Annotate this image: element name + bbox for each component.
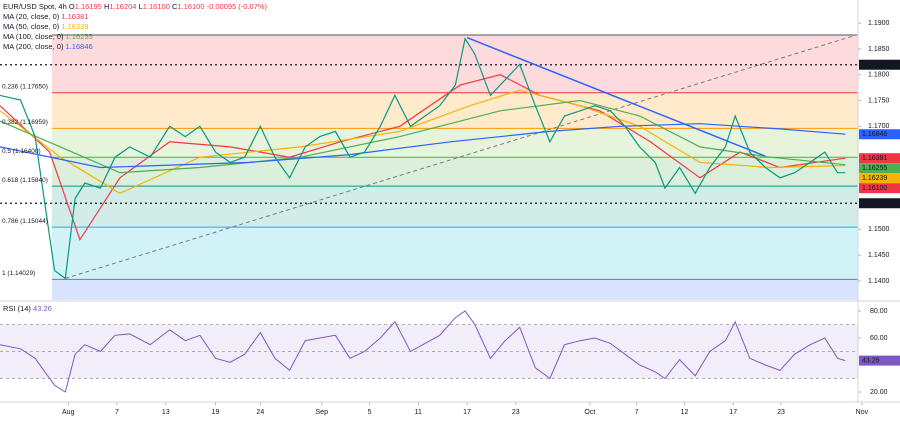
- x-tick-label: Sep: [316, 409, 329, 416]
- fib-band: [52, 279, 858, 300]
- x-tick-label: 23: [512, 409, 520, 416]
- price-tag: [859, 173, 900, 184]
- price-tag-label: 1.16846: [862, 131, 887, 138]
- fib-label: 0.786 (1.15044): [2, 218, 48, 225]
- legend-name: MA (50, close, 0): [3, 22, 60, 31]
- change: -0.00095 (-0.07%): [207, 2, 268, 11]
- price-tag: [859, 59, 900, 70]
- price-tag-label: 1.16255: [862, 165, 887, 172]
- ohlc-key: L: [139, 2, 143, 11]
- rsi-legend: RSI (14) 43.26: [3, 304, 52, 313]
- x-tick-label: 7: [635, 409, 639, 416]
- y-tick-label: 1.1500: [868, 226, 890, 233]
- fib-label: 0.236 (1.17650): [2, 83, 48, 90]
- ohlc-value: 1.16100: [143, 2, 170, 11]
- x-tick-label: Aug: [62, 409, 75, 416]
- legend-entry: MA (200, close, 0) 1.16846: [3, 42, 93, 51]
- fib-label: 1 (1.14029): [2, 270, 35, 277]
- legend-entry: MA (50, close, 0) 1.16239: [3, 22, 89, 31]
- legend-name: MA (20, close, 0): [3, 12, 60, 21]
- ohlc-key: H: [104, 2, 109, 11]
- x-tick-label: Oct: [584, 409, 595, 416]
- legend-value: 1.16239: [61, 22, 88, 31]
- y-tick-label: 1.1450: [868, 252, 890, 259]
- x-tick-label: 11: [415, 409, 422, 416]
- rsi-line: [0, 310, 846, 393]
- legend-entry: MA (20, close, 0) 1.16381: [3, 12, 89, 21]
- x-tick-label: 23: [777, 409, 785, 416]
- legend-entry: MA (100, close, 0) 1.16255: [3, 32, 93, 41]
- lines-layer: [0, 34, 859, 393]
- x-tick-label: 5: [368, 409, 372, 416]
- y-tick-label: 60.00: [870, 335, 888, 342]
- price-tag-label: 1.16381: [862, 155, 887, 162]
- y-tick-label: 80.00: [870, 308, 888, 315]
- fib-band: [52, 35, 858, 93]
- ohlc-value: 1.16195: [75, 2, 102, 11]
- ohlc-key: C: [172, 2, 178, 11]
- price-tag-label: 43.26: [862, 357, 880, 364]
- x-tick-label: 7: [115, 409, 119, 416]
- moving-average: [0, 89, 846, 194]
- x-tick-label: 17: [463, 409, 471, 416]
- trendline: [65, 34, 859, 279]
- price-line: [0, 37, 846, 280]
- y-tick-label: 1.1850: [868, 46, 890, 53]
- x-tick-label: 13: [162, 409, 170, 416]
- rsi-value: 43.26: [33, 304, 52, 313]
- fib-label: 0.5 (1.16400): [2, 148, 41, 155]
- x-tick-label: 19: [212, 409, 220, 416]
- fib-label: 0.382 (1.16959): [2, 119, 48, 126]
- price-tag: [859, 198, 900, 209]
- price-tag: [859, 129, 900, 140]
- y-tick-label: 1.1750: [868, 97, 890, 104]
- price-tag-label: 1.16239: [862, 175, 887, 182]
- fib-band: [52, 186, 858, 228]
- y-tick-label: 1.1800: [868, 72, 890, 79]
- x-tick-label: 12: [681, 409, 689, 416]
- price-tag-label: 1.15507: [862, 200, 887, 207]
- y-tick-label: 20.00: [870, 389, 888, 396]
- fib-label: 0.618 (1.15840): [2, 177, 48, 184]
- fib-layer: [0, 34, 858, 379]
- legend-value: 1.16846: [66, 42, 93, 51]
- x-tick-label: 24: [256, 409, 264, 416]
- price-tag: [859, 355, 900, 366]
- legend-value: 1.16255: [66, 32, 93, 41]
- header: EUR/USD Spot, 4h O1.16195 H1.16204 L1.16…: [3, 2, 268, 11]
- price-tag-label: 1.16100: [862, 185, 887, 192]
- grid-layer: [0, 22, 863, 405]
- fib-band: [52, 157, 858, 187]
- price-tag-label: 1.18194: [862, 62, 887, 69]
- y-tick-label: 1.1700: [868, 123, 890, 130]
- ohlc-value: 1.16100: [177, 2, 204, 11]
- x-tick-label: Nov: [856, 409, 869, 416]
- ohlc-value: 1.16204: [109, 2, 136, 11]
- price-tag: [859, 183, 900, 194]
- legend-value: 1.16381: [61, 12, 88, 21]
- y-tick-label: 1.1900: [868, 20, 890, 27]
- symbol: EUR/USD Spot, 4h: [3, 2, 67, 11]
- fib-band: [52, 227, 858, 280]
- x-tick-label: 17: [729, 409, 737, 416]
- trendline: [466, 36, 766, 157]
- rsi-title: RSI (14): [3, 304, 31, 313]
- ohlc-key: O: [69, 2, 75, 11]
- price-tag: [859, 153, 900, 164]
- y-tick-label: 1.1400: [868, 278, 890, 285]
- legend-name: MA (200, close, 0): [3, 42, 64, 51]
- legend-name: MA (100, close, 0): [3, 32, 64, 41]
- price-tag: [859, 163, 900, 174]
